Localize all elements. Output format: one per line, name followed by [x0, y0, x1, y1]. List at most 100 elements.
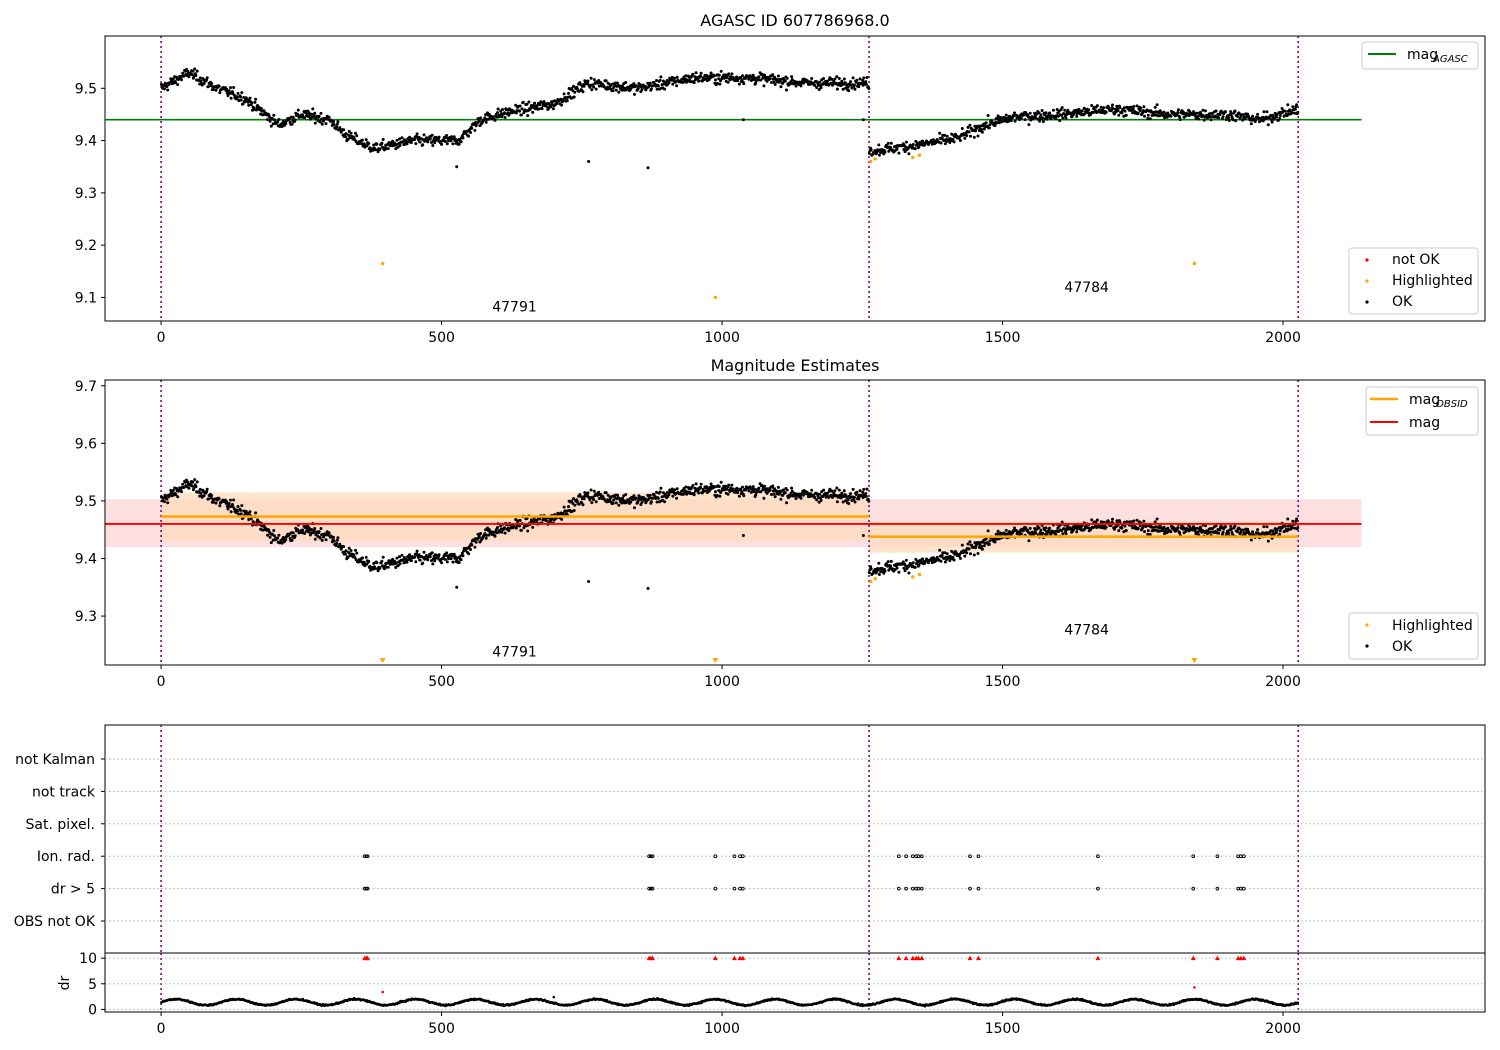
ok-point: [457, 561, 461, 564]
ok-point: [332, 535, 335, 539]
ok-point: [336, 120, 340, 124]
ok-point: [1197, 117, 1201, 121]
ok-point: [1162, 110, 1166, 114]
ok-point: [1055, 108, 1059, 111]
ok-point: [597, 497, 601, 500]
ok-point: [565, 99, 569, 103]
ok-point: [380, 559, 384, 563]
ok-point: [828, 487, 832, 491]
ok-point: [1293, 526, 1297, 530]
ok-point: [958, 139, 962, 142]
ok-point: [1234, 119, 1238, 123]
ok-point: [1261, 119, 1265, 123]
ok-point: [400, 553, 404, 557]
ok-point: [1224, 110, 1228, 114]
ok-point: [737, 494, 741, 498]
ok-point: [770, 81, 773, 84]
ok-point: [396, 564, 400, 568]
ok-point: [675, 84, 679, 88]
ok-point: [802, 493, 805, 497]
ok-point: [1283, 524, 1287, 528]
ok-point: [1118, 106, 1122, 110]
ok-point: [181, 71, 185, 75]
obsid-label: 47784: [1064, 280, 1109, 296]
ok-point: [768, 488, 772, 492]
ok-point: [715, 494, 719, 497]
ok-point: [332, 120, 335, 123]
y-tick-label: 9.6: [75, 436, 97, 452]
ok-point: [572, 497, 575, 501]
ok-point: [790, 78, 794, 81]
ok-point: [667, 81, 671, 85]
ok-point: [659, 486, 663, 490]
ok-point: [943, 560, 947, 564]
ok-point: [1040, 109, 1044, 112]
ok-point: [1275, 112, 1279, 116]
ok-point: [754, 81, 758, 85]
ok-point: [980, 544, 984, 548]
ok-point: [841, 500, 845, 504]
ok-point: [415, 549, 419, 553]
ok-point: [1095, 518, 1099, 522]
ok-point: [948, 559, 952, 563]
ok-point: [181, 482, 185, 486]
ok-point: [974, 546, 977, 550]
ok-point: [865, 487, 869, 491]
ok-point: [1095, 104, 1099, 108]
ok-point: [507, 113, 511, 117]
ok-point: [335, 122, 339, 126]
ok-point: [1291, 519, 1295, 523]
ok-point: [790, 75, 794, 79]
ok-point: [631, 498, 635, 502]
ok-point: [572, 95, 576, 99]
ok-point: [198, 76, 202, 80]
x-tick-label: 500: [428, 674, 455, 690]
ok-point: [514, 526, 518, 530]
ok-point: [332, 123, 336, 127]
ok-point: [1227, 119, 1231, 122]
ok-point: [268, 535, 272, 539]
ok-point: [616, 81, 619, 85]
ok-point: [1041, 120, 1045, 123]
ok-point: [469, 548, 472, 551]
ok-point: [867, 151, 871, 155]
ok-point: [1044, 111, 1048, 115]
ok-point: [1143, 114, 1146, 118]
ok-point: [1048, 526, 1052, 530]
x-tick-label: 2000: [1265, 674, 1301, 690]
ok-point: [1117, 113, 1121, 117]
x-tick-label: 0: [157, 330, 166, 346]
ok-point: [818, 492, 822, 496]
ok-point: [443, 140, 447, 143]
ok-point: [479, 532, 483, 535]
ok-point: [1293, 111, 1297, 115]
ok-point: [815, 498, 819, 502]
ok-point: [911, 561, 915, 565]
ok-point: [241, 102, 245, 106]
ok-point: [581, 503, 585, 507]
ok-point: [675, 496, 679, 500]
ok-point: [751, 73, 755, 77]
ok-point: [968, 540, 972, 544]
ok-point: [772, 80, 776, 84]
ok-point: [225, 87, 229, 91]
ok-point: [212, 88, 215, 91]
ok-point: [405, 560, 409, 564]
ok-point: [691, 72, 695, 76]
ok-point: [567, 91, 570, 95]
ok-point: [232, 498, 236, 502]
ok-point: [877, 561, 881, 565]
ok-point: [514, 518, 518, 522]
ok-point: [960, 127, 964, 130]
ok-point: [549, 519, 553, 523]
ok-point: [394, 561, 398, 565]
ok-point: [741, 485, 744, 489]
ok-point: [634, 496, 638, 500]
ok-point: [1013, 111, 1016, 115]
ok-point: [740, 490, 744, 494]
ok-point: [1275, 531, 1278, 534]
ok-point: [327, 115, 331, 119]
ok-point: [717, 77, 721, 81]
ok-point: [227, 502, 231, 505]
ok-point: [277, 533, 281, 537]
